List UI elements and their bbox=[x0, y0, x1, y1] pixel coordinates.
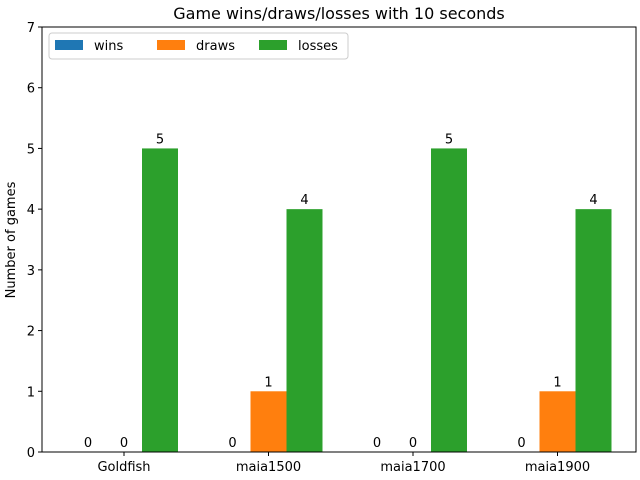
y-tick-label: 7 bbox=[27, 21, 35, 36]
bar-label-losses-maia1500: 4 bbox=[300, 193, 308, 208]
y-axis-label: Number of games bbox=[4, 181, 19, 298]
legend-frame bbox=[48, 32, 349, 60]
y-tick-label: 2 bbox=[27, 325, 35, 340]
bar-losses-maia1500 bbox=[286, 209, 323, 452]
legend-swatch-wins bbox=[55, 40, 83, 50]
bar-draws-maia1500 bbox=[250, 391, 287, 452]
y-tick-label: 3 bbox=[27, 264, 35, 279]
legend-label-draws: draws bbox=[196, 39, 235, 54]
y-tick-label: 0 bbox=[27, 446, 35, 461]
y-tick-label: 5 bbox=[27, 142, 35, 157]
bar-draws-maia1900 bbox=[539, 391, 576, 452]
legend-swatch-draws bbox=[157, 40, 185, 50]
y-tick-label: 1 bbox=[27, 385, 35, 400]
bar-label-wins-Goldfish: 0 bbox=[84, 436, 92, 451]
bar-losses-maia1900 bbox=[575, 209, 612, 452]
bar-label-draws-maia1500: 1 bbox=[264, 375, 272, 390]
legend-label-losses: losses bbox=[298, 39, 338, 54]
bar-label-wins-maia1900: 0 bbox=[517, 436, 525, 451]
bar-label-draws-maia1700: 0 bbox=[409, 436, 417, 451]
bar-losses-maia1700 bbox=[431, 148, 467, 452]
chart-title: Game wins/draws/losses with 10 seconds bbox=[173, 4, 505, 23]
x-tick-label-maia1900: maia1900 bbox=[525, 460, 590, 475]
bar-label-draws-Goldfish: 0 bbox=[120, 436, 128, 451]
legend-label-wins: wins bbox=[94, 39, 123, 54]
legend: wins draws losses bbox=[48, 32, 349, 60]
bar-label-losses-Goldfish: 5 bbox=[156, 132, 164, 147]
x-tick-label-maia1700: maia1700 bbox=[380, 460, 445, 475]
bar-label-wins-maia1500: 0 bbox=[228, 436, 236, 451]
x-tick-label-Goldfish: Goldfish bbox=[97, 460, 150, 475]
bar-label-losses-maia1700: 5 bbox=[445, 132, 453, 147]
bar-label-draws-maia1900: 1 bbox=[553, 375, 561, 390]
bar-label-losses-maia1900: 4 bbox=[589, 193, 597, 208]
y-tick-label: 4 bbox=[27, 203, 35, 218]
bar-losses-Goldfish bbox=[142, 148, 178, 452]
bar-label-wins-maia1700: 0 bbox=[373, 436, 381, 451]
axes-frame bbox=[41, 26, 637, 453]
y-tick-label: 6 bbox=[27, 82, 35, 97]
x-tick-label-maia1500: maia1500 bbox=[236, 460, 301, 475]
legend-swatch-losses bbox=[259, 40, 287, 50]
